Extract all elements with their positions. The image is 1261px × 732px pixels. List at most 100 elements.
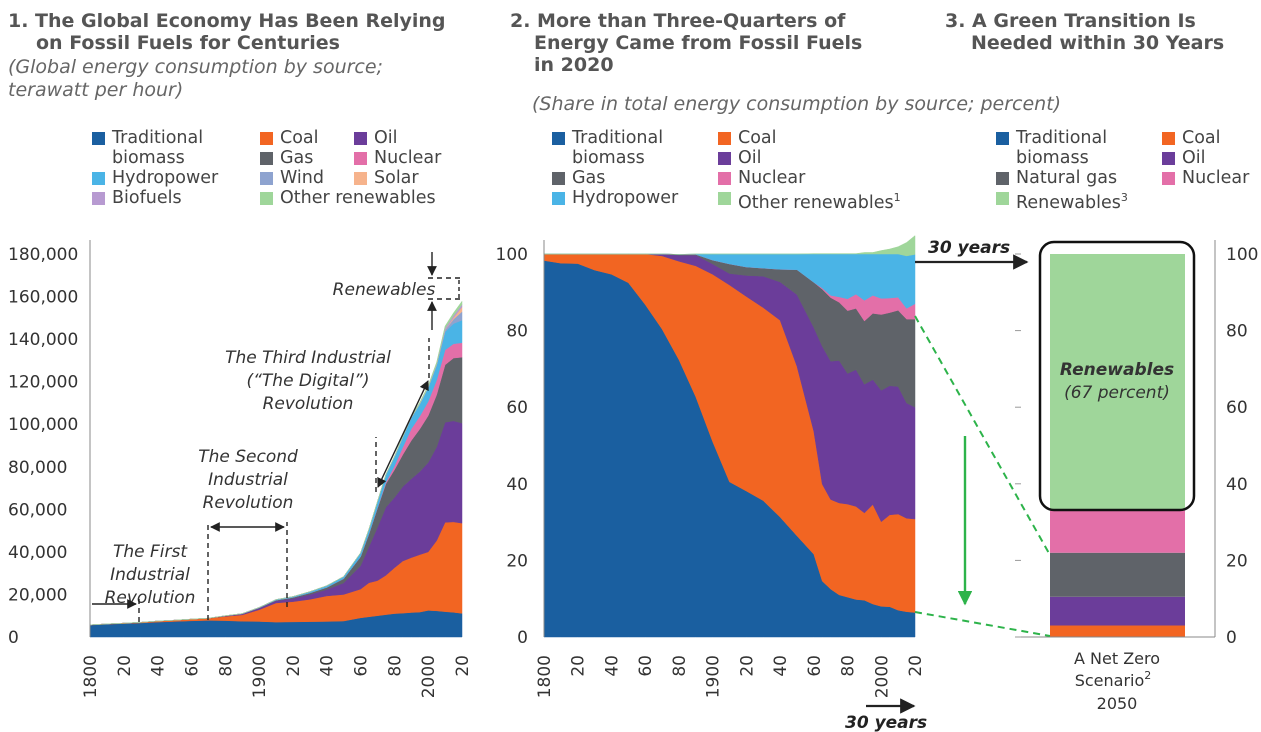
panel2-x-tick-label: 40 <box>771 655 791 677</box>
swatch-biofuels <box>92 192 105 205</box>
swatch-hydropower <box>92 172 105 185</box>
swatch-oil <box>1162 152 1175 165</box>
panel3-bar-segment-natural-gas <box>1050 552 1185 597</box>
panel2-x-tick-label: 80 <box>839 655 859 677</box>
panel2-x-tick-label: 60 <box>636 655 656 677</box>
swatch-hydropower <box>552 192 565 205</box>
panel1-title: 1. The Global Economy Has Been Relying o… <box>8 10 446 54</box>
panel1-x-tick-label: 20 <box>115 655 135 677</box>
renewables-bar-percent: (67 percent) <box>1064 383 1170 403</box>
panel3-bar-segment-oil <box>1050 596 1185 626</box>
panel2-area-other-renewables <box>544 235 916 257</box>
panel1-x-tick-label: 20 <box>284 655 304 677</box>
legend-label: Traditional <box>1016 128 1108 148</box>
panel3-x-label-2-text: Scenario <box>1075 671 1145 690</box>
thirty-years-label-bottom: 30 years <box>845 713 927 732</box>
panel2-axes: 0 20 40 60 80 100 1800 20 40 60 80 1900 20 40 60 80 2000… <box>496 240 926 698</box>
swatch-natural-gas <box>996 172 1009 185</box>
panel2-x-tick-label: 20 <box>569 655 589 677</box>
legend-label: Coal <box>280 128 319 148</box>
panel1-x-tick-label: 20 <box>453 655 473 677</box>
panel1-y-tick-label: 80,000 <box>8 458 67 478</box>
panel3-bar-segment-coal <box>1050 625 1185 637</box>
panel1-x-tick-label: 2000 <box>419 655 439 698</box>
panel2-y-tick-label: 60 <box>506 398 528 418</box>
legend-label: Traditional <box>572 128 664 148</box>
legend-label: Traditional <box>112 128 204 148</box>
swatch-coal <box>260 132 273 145</box>
panel3-x-label-3: 2050 <box>1097 694 1138 713</box>
panel2-y-tick-label: 40 <box>506 475 528 495</box>
panel2-area-layer <box>543 235 916 638</box>
transition-annotations: 30 years 30 years Renewables (67 percent… <box>845 238 1196 732</box>
panel2-y-tick-label: 0 <box>517 628 528 648</box>
annotation-third-1: The Third Industrial <box>225 348 391 368</box>
panel1-x-tick-label: 1900 <box>250 655 270 698</box>
legend-label: Biofuels <box>112 188 182 208</box>
panel2-x-tick-label: 80 <box>670 655 690 677</box>
legend-label: Nuclear <box>374 148 442 168</box>
swatch-solar <box>354 172 367 185</box>
panel1-title-line1: 1. The Global Economy Has Been Relying <box>8 10 446 32</box>
renewables-highlight-box <box>1038 240 1196 512</box>
annotation-third-3: Revolution <box>263 394 354 414</box>
green-dashed-line-bottom <box>914 611 1051 637</box>
panel3-y-tick-label: 0 <box>1226 628 1237 648</box>
panel1-x-tick-label: 60 <box>352 655 372 677</box>
swatch-renewables <box>996 192 1009 205</box>
swatch-traditional-biomass <box>996 132 1009 145</box>
panel1-y-tick-label: 140,000 <box>8 330 78 350</box>
panel2-y-tick-label: 100 <box>496 245 528 265</box>
panel3-y-tick-label: 100 <box>1226 245 1258 265</box>
legend-label: Other renewables1 <box>738 188 901 213</box>
panel1-annotation-lines <box>92 252 462 622</box>
panel1-area-other-renewables <box>89 300 463 626</box>
swatch-oil <box>354 132 367 145</box>
legend-label: Coal <box>738 128 777 148</box>
panel3-y-tick-label: 60 <box>1226 398 1248 418</box>
panel3-axes: 0 20 40 60 80 100 <box>1015 240 1258 648</box>
panel1-y-tick-label: 0 <box>8 628 19 648</box>
swatch-oil <box>718 152 731 165</box>
panel3-title-line2: Needed within 30 Years <box>971 32 1225 54</box>
panel2-title-line2: Energy Came from Fossil Fuels <box>534 32 863 54</box>
legend-label: Nuclear <box>738 168 806 188</box>
panel1-x-tick-label: 1800 <box>81 655 101 698</box>
swatch-other-renewables <box>718 192 731 205</box>
panel1-x-tick-label: 40 <box>149 655 169 677</box>
panel2-title-line1: 2. More than Three-Quarters of <box>510 10 846 32</box>
panel1-x-tick-label: 40 <box>318 655 338 677</box>
legend-label: Coal <box>1182 128 1221 148</box>
panel1-axes: 0 20,000 40,000 60,000 80,000 100,000 120,000 1… <box>8 240 473 698</box>
legend-label: Renewables3 <box>1016 188 1128 213</box>
panel1-y-tick-label: 60,000 <box>8 500 67 520</box>
panel2-x-tick-label: 60 <box>805 655 825 677</box>
panel2-subtitle: (Share in total energy consumption by so… <box>532 93 1062 115</box>
legend-label: Other renewables <box>280 188 436 208</box>
panel3-x-label-1: A Net Zero <box>1074 649 1160 668</box>
legend-label: biomass <box>1016 148 1089 168</box>
legend-label: Gas <box>280 148 314 168</box>
footnote-marker: 1 <box>893 191 901 204</box>
green-dashed-line-top <box>914 315 1051 556</box>
legend-label: Oil <box>374 128 398 148</box>
annotation-second-2: Industrial <box>208 470 288 490</box>
swatch-wind <box>260 172 273 185</box>
panel2-title-line3: in 2020 <box>534 54 614 76</box>
legend-label-text: Other renewables <box>738 192 894 213</box>
renewables-bar-label: Renewables <box>1060 360 1174 380</box>
legend-label-text: Renewables <box>1016 192 1121 213</box>
panel1-y-tick-label: 100,000 <box>8 415 78 435</box>
legend-label: Natural gas <box>1016 168 1118 188</box>
legend-label: Solar <box>374 168 419 188</box>
panel3-bar-segment-renewables <box>1050 254 1185 511</box>
annotation-second-1: The Second <box>198 447 298 467</box>
panel1-y-tick-label: 120,000 <box>8 373 78 393</box>
panel3-y-tick-label: 40 <box>1226 475 1248 495</box>
panel2-x-tick-label: 20 <box>906 655 926 677</box>
swatch-traditional-biomass <box>92 132 105 145</box>
swatch-nuclear <box>718 172 731 185</box>
swatch-traditional-biomass <box>552 132 565 145</box>
annotation-renewables: Renewables <box>333 280 436 300</box>
